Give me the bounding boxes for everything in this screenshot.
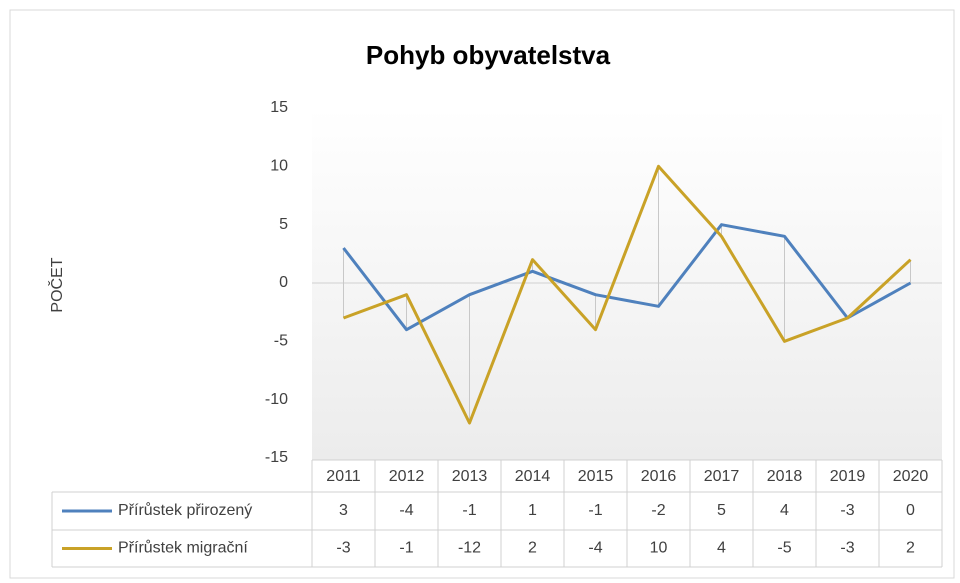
x-tick-label: 2016: [641, 468, 677, 485]
table-value: -2: [651, 502, 665, 519]
y-tick-label: -15: [265, 449, 288, 466]
y-tick-label: 10: [270, 158, 288, 175]
x-tick-label: 2013: [452, 468, 488, 485]
y-tick-label: 15: [270, 99, 288, 116]
table-value: -5: [777, 540, 791, 557]
legend-label: Přírůstek přirozený: [118, 501, 252, 519]
table-value: 4: [717, 540, 726, 557]
table-value: -3: [336, 540, 350, 557]
table-value: 2: [528, 540, 537, 557]
table-value: -3: [840, 502, 854, 519]
y-axis-label: POČET: [47, 257, 66, 312]
table-value: 10: [650, 540, 668, 557]
x-tick-label: 2011: [326, 468, 361, 485]
table-value: -4: [588, 540, 602, 557]
series-line: [342, 223, 912, 332]
table-value: 4: [780, 502, 789, 519]
legend-label: Přírůstek migrační: [118, 539, 248, 557]
chart-title: Pohyb obyvatelstva: [366, 40, 611, 70]
plot-area: [312, 108, 942, 460]
y-tick-label: -10: [265, 391, 288, 408]
table-value: -12: [458, 540, 481, 557]
x-tick-label: 2015: [578, 468, 614, 485]
y-tick-label: 0: [279, 274, 288, 291]
series-line: [342, 164, 912, 425]
x-tick-label: 2018: [767, 468, 803, 485]
table-value: 1: [528, 502, 537, 519]
table-value: -1: [588, 502, 602, 519]
table-value: 3: [339, 502, 348, 519]
x-tick-label: 2014: [515, 468, 551, 485]
table-value: -1: [399, 540, 413, 557]
table-value: 0: [906, 502, 915, 519]
table-value: 2: [906, 540, 915, 557]
table-value: -1: [462, 502, 476, 519]
table-value: -3: [840, 540, 854, 557]
x-tick-label: 2020: [893, 468, 929, 485]
y-tick-label: 5: [279, 216, 288, 233]
table-value: 5: [717, 502, 726, 519]
y-tick-label: -5: [274, 333, 288, 350]
x-tick-label: 2012: [389, 468, 425, 485]
x-tick-label: 2017: [704, 468, 740, 485]
x-tick-label: 2019: [830, 468, 866, 485]
table-value: -4: [399, 502, 413, 519]
